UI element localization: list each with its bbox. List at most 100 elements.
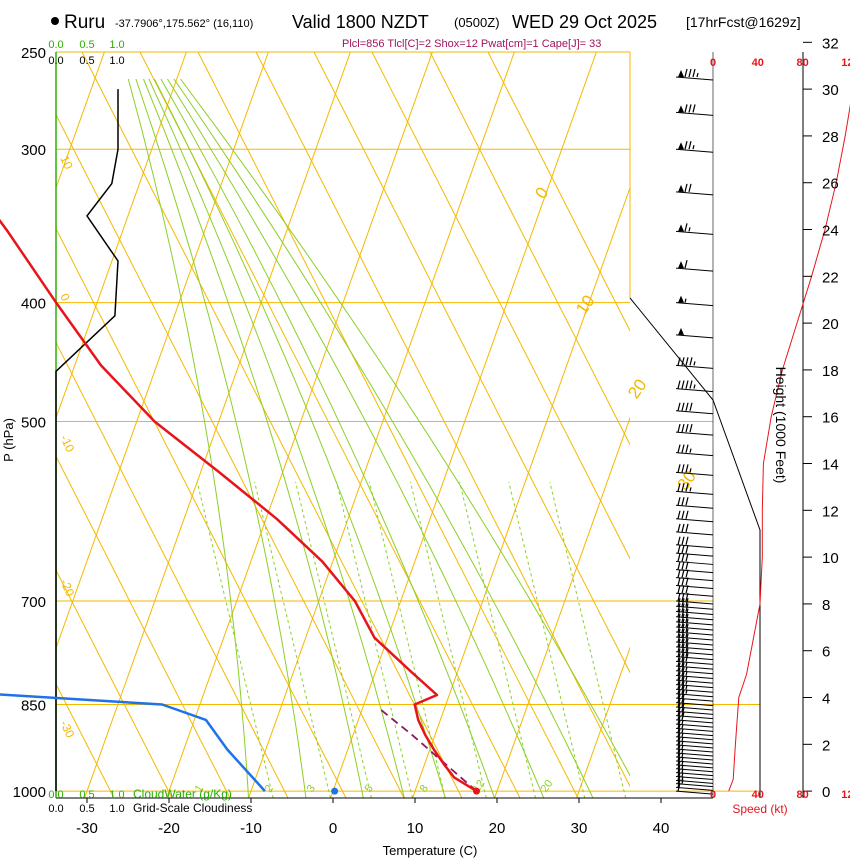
wind-barb-staff [675,267,714,272]
wind-barb-full [681,536,685,545]
wind-barb [675,523,714,536]
wind-barb-full [681,569,685,578]
wind-barb-staff [675,688,714,693]
pressure-tick-label: 500 [21,415,46,432]
parcel-line [378,707,478,792]
temperature-profile [0,218,480,795]
height-tick-label: 32 [822,35,839,52]
wind-barb-staff [675,452,714,457]
speed-tick-label-bottom: 0 [710,789,716,801]
height-tick-label: 0 [822,784,830,801]
moist-adiabat-line [160,78,495,798]
wind-barb-staff [675,621,714,626]
mixing-ratio-line [295,481,372,798]
wind-barb [675,510,714,523]
wind-barb-staff [675,674,714,679]
wind-barb-staff [675,719,714,724]
wind-barbs [675,68,714,795]
wind-barb [675,357,714,369]
wind-barb-half [693,384,696,389]
height-tick-label: 8 [822,597,830,614]
moist-adiabat-line [173,78,594,798]
dry-adiabat-line [313,52,630,674]
mixing-ratio-line [508,481,586,798]
wind-barb-staff [675,736,714,741]
wind-barb-staff [675,584,714,589]
wind-barb-staff [675,684,714,689]
dry-adiabat-line [56,341,289,798]
station-dot-icon [51,17,59,25]
wind-barb-full [681,613,685,623]
wind-barb-staff [675,302,714,307]
height-tick-label: 20 [822,316,839,333]
wind-barb [675,104,714,116]
speed-tick-label-bottom: 80 [796,789,808,801]
wind-barb-half [681,779,684,784]
wind-barb-full [677,553,681,562]
speed-tick-label-bottom: 40 [752,789,764,801]
wind-barb-staff [675,660,714,665]
isotherm-label: -10 [57,433,77,455]
cloudiness-line [55,89,119,792]
isotherm-line [576,646,630,798]
height-tick-label: 30 [822,82,839,99]
mixing-ratio-line [254,481,331,798]
wind-barb-full [677,497,681,506]
wind-barb-half [684,298,687,303]
dry-adiabat-line [197,52,579,798]
wind-barb-staff [675,569,714,574]
wind-barb-staff [675,410,714,415]
isotherm-line [84,52,351,798]
isotherm-label: 10 [57,153,75,171]
wind-barb-staff [675,631,714,636]
wind-barb-full [677,569,681,578]
wind-barb-half [685,661,688,667]
mixing-ratio-label: 5 [363,783,376,795]
temperature-line [0,218,478,793]
x-axis-label: Temperature (C) [383,843,478,858]
forecast-info: [17hrFcst@1629z] [686,14,801,30]
x-tick-label: 10 [407,820,424,837]
wind-barb-full [689,380,693,389]
speed-tick-label-top: 40 [752,57,764,69]
wind-barb-staff [675,616,714,621]
pressure-tick-label: 1000 [13,784,46,801]
wind-barb-full [677,380,681,389]
wind-barb-full [685,545,689,554]
wind-barb-staff [675,577,714,582]
wind-barb-staff [675,636,714,641]
wind-barb-full [681,444,685,453]
wind-barb-flag [678,184,684,192]
wind-barb-full [684,104,688,113]
cloudiness-profile [55,89,119,792]
mixing-ratio-line [409,481,487,798]
wind-barb-staff [675,504,714,509]
dry-adiabat-line [487,52,630,332]
wind-barb-full [688,68,692,78]
wind-barb-half [689,468,692,473]
wind-barb-full [685,483,689,492]
isotherm-line [166,52,433,798]
valid-time: Valid 1800 NZDT [292,12,429,32]
wind-barb-staff [675,748,714,753]
surface-dewpoint-marker [331,787,339,795]
wind-barb-staff [675,740,714,745]
height-tick-label: 10 [822,550,839,567]
wind-barb-full [685,423,689,433]
wind-barb-flag [678,69,684,77]
cloudwater-tick-bottom: 0.0 [48,789,63,801]
x-tick-label: 0 [329,820,337,837]
wind-barb-staff [675,779,714,784]
x-tick-label: -10 [240,820,262,837]
wind-barb-full [677,608,681,617]
speed-tick-label-top: 0 [710,57,716,69]
wind-barb-half [693,361,696,366]
dry-adiabat-line [56,569,173,798]
wind-barb-half [689,448,692,453]
pressure-axis: 1000 850 700 500 400 300 250 [13,45,46,801]
wind-barb-staff [675,148,714,153]
wind-barb-staff [675,656,714,661]
mixing-ratio-line [459,481,536,798]
wind-barb-full [685,464,689,473]
